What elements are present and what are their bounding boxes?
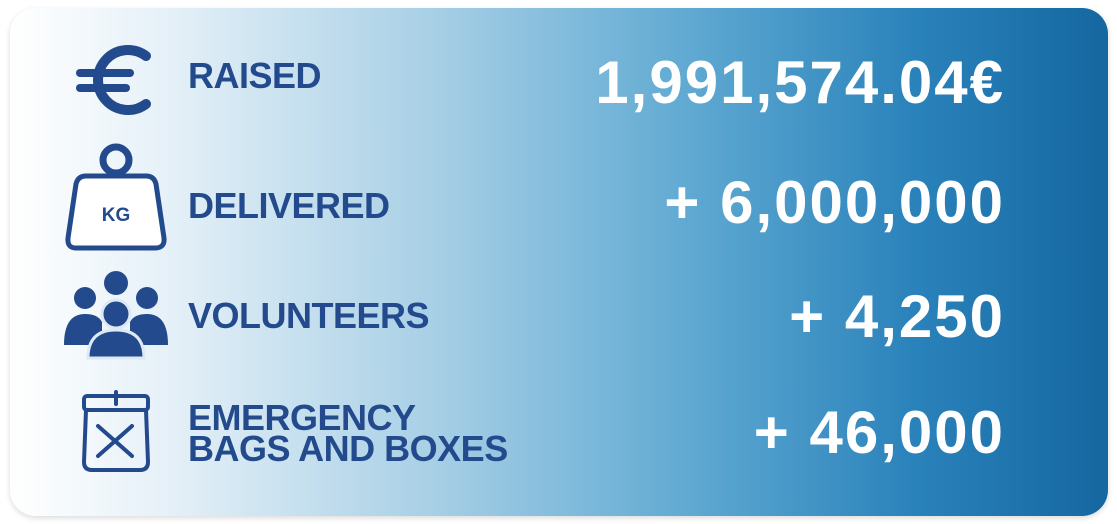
row-label: RAISED: [188, 58, 322, 94]
weight-icon-text: KG: [102, 205, 131, 226]
people-icon: [64, 271, 168, 360]
row-label: DELIVERED: [188, 188, 390, 224]
label-line: DELIVERED: [188, 185, 390, 226]
stats-card: [10, 8, 1108, 516]
row-value: + 46,000: [753, 399, 1005, 466]
label-line: RAISED: [188, 55, 322, 96]
row-label: EMERGENCY BAGS AND BOXES: [188, 397, 508, 469]
label-line: VOLUNTEERS: [188, 295, 430, 336]
row-value: + 4,250: [789, 283, 1005, 350]
weight-icon: KG: [65, 143, 167, 251]
label-line: EMERGENCY: [188, 397, 416, 438]
bag-icon: [81, 390, 151, 472]
row-label: VOLUNTEERS: [188, 298, 430, 334]
row-value: 1,991,574.04€: [595, 49, 1005, 116]
euro-icon: [76, 45, 151, 115]
label-line: BAGS AND BOXES: [188, 428, 508, 469]
row-value: + 6,000,000: [664, 169, 1005, 236]
